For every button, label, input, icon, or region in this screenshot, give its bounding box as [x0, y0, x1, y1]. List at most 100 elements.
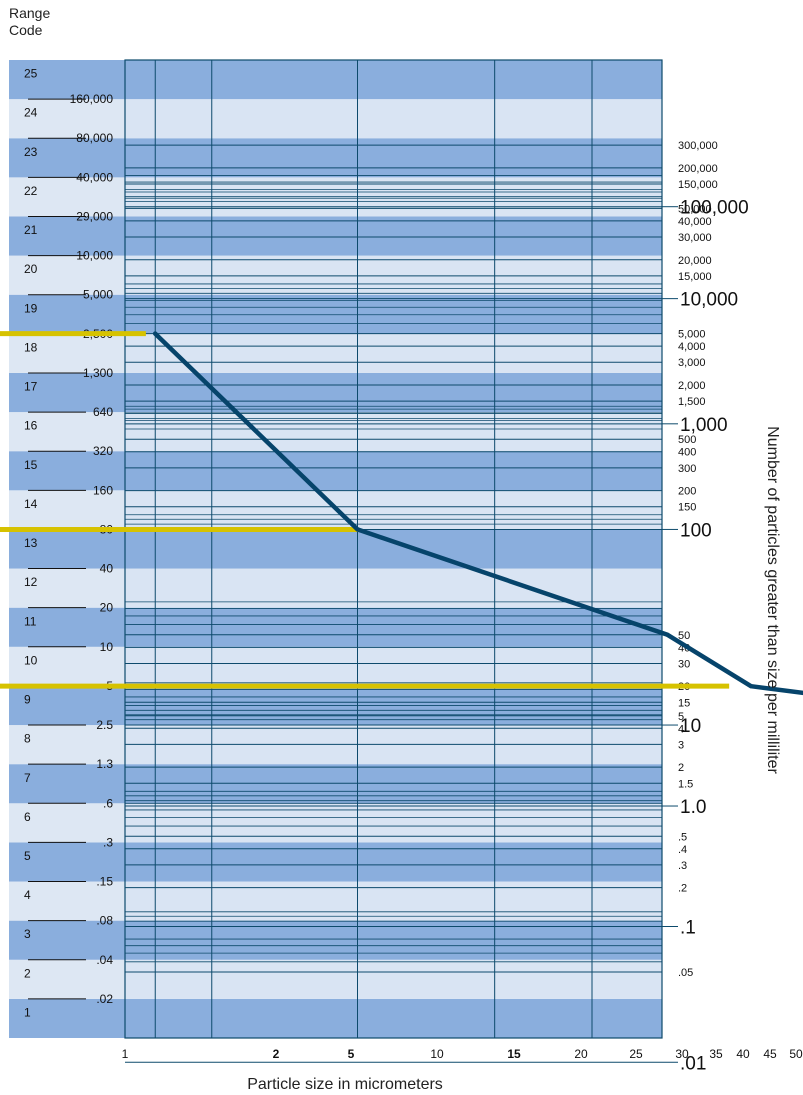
minor-tick-label: .05 — [678, 967, 693, 979]
x-tick-label: 30 — [675, 1047, 689, 1061]
minor-tick-label: 300 — [678, 463, 696, 475]
range-code-band-left — [9, 529, 125, 569]
minor-tick-label: 20,000 — [678, 255, 712, 267]
x-tick-label: 40 — [736, 1047, 750, 1061]
range-code-label: 13 — [24, 536, 38, 550]
code-boundary-label: 40,000 — [76, 170, 113, 184]
data-point — [749, 684, 754, 689]
code-boundary-label: 320 — [93, 444, 113, 458]
range-code-label: 2 — [24, 966, 31, 980]
major-tick-label: 10 — [680, 716, 701, 737]
range-code-label: 3 — [24, 927, 31, 941]
range-code-band — [125, 294, 662, 334]
x-tick-label: 50 — [789, 1047, 803, 1061]
range-code-label: 4 — [24, 888, 31, 902]
code-boundary-label: 5,000 — [83, 288, 113, 302]
range-code-band-left — [9, 959, 125, 999]
range-code-band-left — [9, 333, 125, 373]
minor-tick-label: 3 — [678, 739, 684, 751]
x-tick-label: 10 — [430, 1047, 444, 1061]
range-code-label: 16 — [24, 419, 38, 433]
range-code-band-left — [9, 490, 125, 530]
major-tick-label: 10,000 — [680, 290, 738, 311]
minor-tick-label: 4,000 — [678, 341, 706, 353]
range-code-band — [125, 99, 662, 139]
range-code-band-left — [9, 998, 125, 1038]
y-axis-title: Number of particles greater than size pe… — [764, 426, 781, 774]
range-code-label: 18 — [24, 340, 38, 354]
x-tick-label: 25 — [629, 1047, 643, 1061]
range-code-band-left — [9, 764, 125, 804]
minor-tick-label: 150,000 — [678, 179, 718, 191]
minor-tick-label: 200 — [678, 486, 696, 498]
range-code-band-left — [9, 255, 125, 295]
range-code-label: 17 — [24, 380, 38, 394]
data-point — [355, 527, 360, 532]
minor-tick-label: 1,500 — [678, 396, 706, 408]
minor-tick-label: 5,000 — [678, 329, 706, 341]
code-boundary-label: .15 — [96, 875, 113, 889]
x-tick-label: 45 — [763, 1047, 777, 1061]
minor-tick-label: 5 — [678, 711, 684, 723]
range-code-band-left — [9, 685, 125, 726]
range-code-label: 23 — [24, 145, 38, 159]
minor-tick-label: 400 — [678, 447, 696, 459]
code-boundary-label: 160,000 — [70, 92, 114, 106]
range-code-label: 15 — [24, 458, 38, 472]
major-tick-label: .1 — [680, 918, 696, 939]
minor-tick-label: 4 — [678, 723, 684, 735]
minor-tick-label: .3 — [678, 860, 687, 872]
code-boundary-label: 1,300 — [83, 366, 113, 380]
major-tick-label: 100,000 — [680, 198, 749, 219]
range-code-label: 22 — [24, 184, 38, 198]
range-code-band-left — [9, 216, 125, 256]
range-code-band — [125, 60, 662, 100]
range-code-label: 5 — [24, 849, 31, 863]
code-boundary-label: .08 — [96, 914, 113, 928]
minor-tick-label: 15,000 — [678, 271, 712, 283]
range-code-band-left — [9, 451, 125, 491]
x-tick-label: 2 — [273, 1047, 280, 1061]
range-code-band — [125, 959, 662, 999]
minor-tick-label: 200,000 — [678, 163, 718, 175]
minor-tick-label: 500 — [678, 434, 696, 446]
minor-tick-label: 50 — [678, 630, 690, 642]
range-code-label: 9 — [24, 693, 31, 707]
range-code-label: 19 — [24, 301, 38, 315]
range-code-band — [125, 216, 662, 256]
right-axis: .01 .1 1.0 10 100 1,000 10,000 100,000 .05 .2 .3 .4… — [662, 140, 749, 1074]
range-code-label: 12 — [24, 575, 38, 589]
range-code-label: 25 — [24, 67, 38, 81]
code-boundary-label: 80,000 — [76, 131, 113, 145]
range-code-label: 20 — [24, 262, 38, 276]
code-boundary-label: 160 — [93, 483, 113, 497]
range-code-band — [125, 333, 662, 373]
range-code-label: 21 — [24, 223, 38, 237]
code-boundary-label: 2.5 — [96, 718, 113, 732]
range-code-label: 10 — [24, 653, 38, 667]
range-code-band — [125, 529, 662, 569]
range-code-band-left — [9, 607, 125, 647]
minor-tick-label: .5 — [678, 831, 687, 843]
range-code-band — [125, 842, 662, 882]
minor-tick-label: 15 — [678, 697, 690, 709]
x-tick-label: 35 — [709, 1047, 723, 1061]
range-code-title-1: Range — [9, 5, 50, 21]
minor-tick-label: 1.5 — [678, 778, 693, 790]
range-code-label: 6 — [24, 810, 31, 824]
range-code-band — [125, 490, 662, 530]
major-tick-label: 1.0 — [680, 797, 706, 818]
minor-tick-label: 3,000 — [678, 357, 706, 369]
x-tick-label: 5 — [348, 1047, 355, 1061]
range-code-label: 11 — [24, 614, 37, 628]
code-boundary-label: 10,000 — [76, 249, 113, 263]
code-boundary-label: 640 — [93, 405, 113, 419]
range-code-band-left — [9, 412, 125, 452]
major-tick-label: 1,000 — [680, 415, 728, 436]
data-point — [665, 632, 670, 637]
x-tick-label: 20 — [574, 1047, 588, 1061]
range-code-band-left — [9, 99, 125, 139]
range-code-band-left — [9, 60, 125, 100]
range-code-band-left — [9, 803, 125, 843]
major-tick-label: .01 — [680, 1053, 706, 1074]
